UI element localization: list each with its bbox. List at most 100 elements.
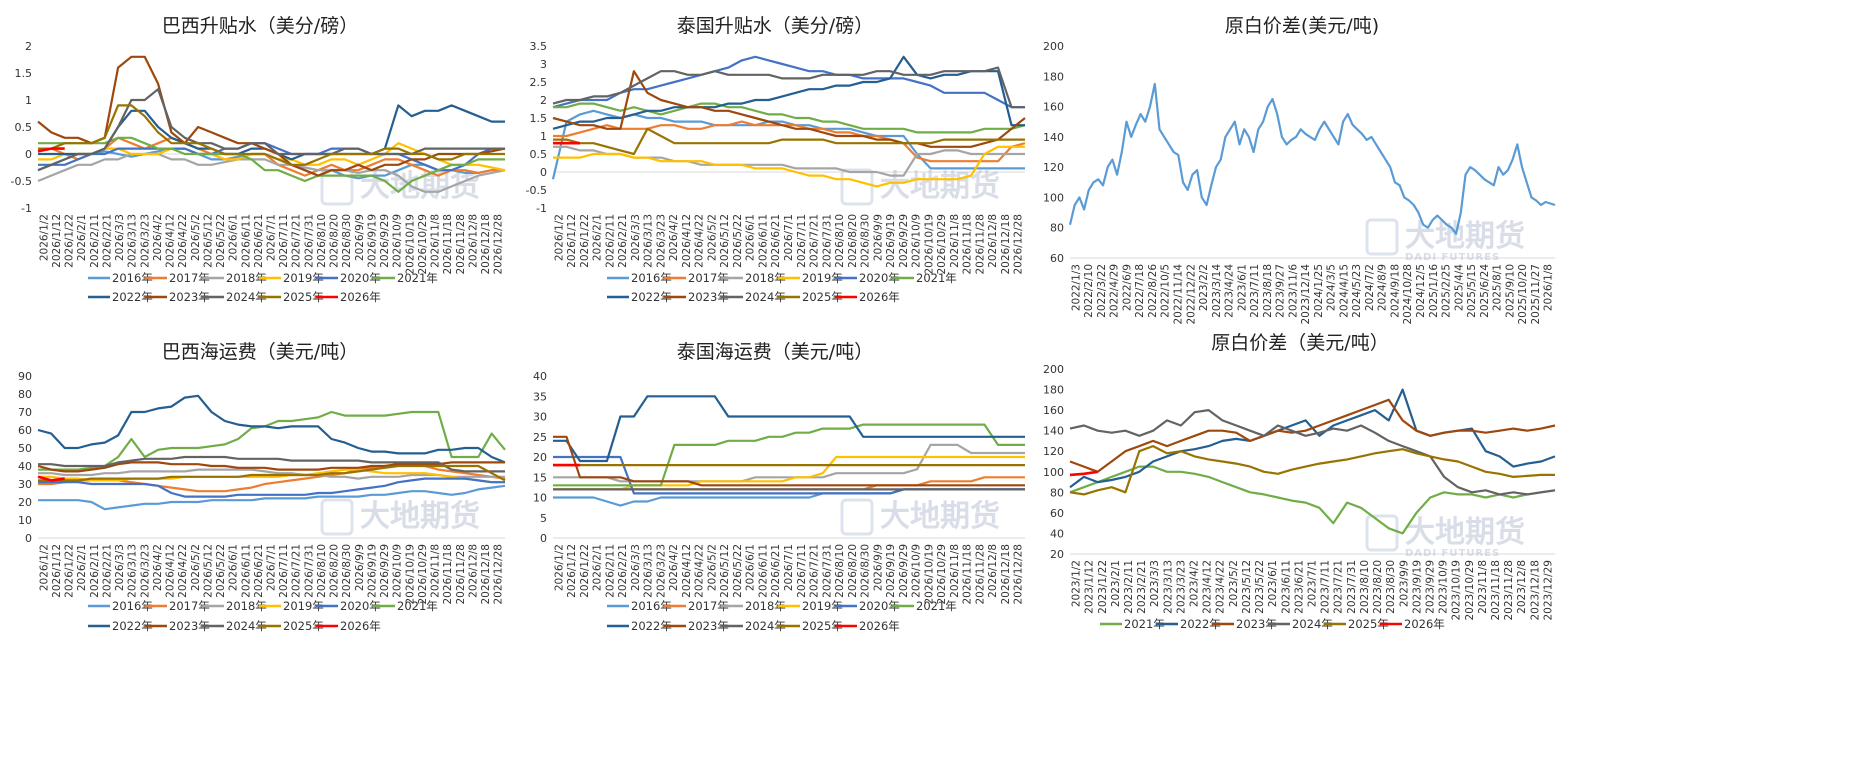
legend-label: 2018年	[745, 599, 786, 613]
x-tick-label: 2024/9/18	[1389, 264, 1401, 318]
y-tick-label: -1	[21, 202, 32, 215]
series-line	[1069, 465, 1556, 535]
x-tick-label: 2026/7/21	[809, 544, 821, 598]
watermark-logo-icon	[840, 498, 874, 536]
x-tick-label: 2023/2/21	[1136, 560, 1148, 614]
series-line	[38, 104, 505, 166]
x-tick-label: 2023/10/19	[1451, 560, 1463, 621]
y-tick-label: 1.5	[15, 67, 33, 80]
x-tick-label: 2023/12/8	[1516, 560, 1528, 614]
x-tick-label: 2026/7/31	[303, 214, 315, 268]
legend-label: 2021年	[397, 271, 438, 285]
x-tick-label: 2022/2/10	[1083, 264, 1095, 318]
series-line	[38, 410, 506, 471]
x-tick-label: 2024/10/28	[1402, 264, 1414, 325]
x-tick-label: 2023/6/21	[1293, 560, 1305, 614]
x-tick-label: 2022/3/22	[1096, 264, 1108, 318]
x-tick-label: 2026/4/2	[668, 214, 680, 261]
y-tick-label: 1.5	[530, 112, 548, 125]
x-tick-label: 2026/11/8	[430, 544, 442, 598]
x-tick-label: 2026/6/21	[253, 544, 265, 598]
watermark-logo-icon	[840, 168, 874, 206]
x-tick-label: 2024/4/15	[1338, 264, 1350, 318]
x-tick-label: 2023/1/22	[1097, 560, 1109, 614]
legend-label: 2020年	[340, 271, 381, 285]
x-tick-label: 2026/3/3	[114, 544, 126, 591]
x-tick-label: 2026/10/19	[404, 214, 416, 275]
x-tick-label: 2026/6/1	[745, 544, 757, 591]
y-tick-label: 3	[540, 58, 547, 71]
series-line	[37, 147, 65, 153]
x-tick-label: 2023/2/11	[1123, 560, 1135, 614]
y-tick-label: 2	[25, 40, 32, 53]
y-tick-label: 120	[1043, 445, 1064, 458]
watermark-logo-icon	[1365, 218, 1399, 256]
x-tick-label: 2026/5/12	[719, 214, 731, 268]
series-line	[553, 423, 1025, 487]
x-tick-label: 2026/11/28	[974, 214, 986, 275]
x-tick-label: 2024/5/23	[1351, 264, 1363, 318]
x-tick-label: 2026/4/22	[177, 214, 189, 268]
x-tick-label: 2026/12/8	[467, 214, 479, 268]
x-tick-label: 2023/2/2	[1198, 264, 1210, 311]
x-tick-label: 2026/11/18	[962, 214, 974, 275]
x-tick-label: 2026/4/22	[694, 544, 706, 598]
x-tick-label: 2026/8/20	[847, 214, 859, 268]
legend-label: 2022年	[1180, 617, 1221, 631]
x-tick-label: 2026/10/9	[392, 214, 404, 268]
x-tick-label: 2026/4/12	[681, 544, 693, 598]
legend-label: 2021年	[916, 599, 957, 613]
legend-label: 2017年	[169, 599, 210, 613]
legend-label: 2025年	[802, 290, 843, 304]
x-tick-label: 2026/10/19	[404, 544, 416, 605]
y-tick-label: -0.5	[526, 184, 547, 197]
x-tick-label: 2026/3/3	[630, 544, 642, 591]
legend-label: 2019年	[283, 271, 324, 285]
chart-title: 泰国海运费（美元/吨）	[677, 341, 873, 363]
x-tick-label: 2026/7/1	[783, 214, 795, 261]
chart-title: 泰国升贴水（美分/磅）	[677, 15, 873, 37]
series-line	[37, 88, 505, 172]
series-line	[553, 102, 1026, 134]
y-tick-label: 80	[1050, 486, 1064, 499]
legend-label: 2016年	[631, 271, 672, 285]
x-tick-label: 2022/7/18	[1134, 264, 1146, 318]
chart-svg: 巴西海运费（美元/吨）0102030405060708090大地期货2026/1…	[18, 341, 506, 633]
x-tick-label: 2026/5/22	[732, 544, 744, 598]
x-tick-label: 2026/6/11	[240, 544, 252, 598]
legend-label: 2025年	[283, 290, 324, 304]
x-tick-label: 2026/8/30	[860, 544, 872, 598]
x-tick-label: 2023/7/31	[1346, 560, 1358, 614]
x-tick-label: 2023/1/12	[1084, 560, 1096, 614]
y-tick-label: 20	[533, 451, 547, 464]
x-tick-label: 2026/2/21	[617, 214, 629, 268]
x-tick-label: 2026/7/31	[821, 544, 833, 598]
chart-title: 巴西海运费（美元/吨）	[162, 341, 358, 363]
x-tick-label: 2023/8/30	[1385, 560, 1397, 614]
x-tick-label: 2026/12/18	[480, 214, 492, 275]
x-tick-label: 2026/1/8	[1543, 264, 1555, 311]
x-tick-label: 2022/1/3	[1070, 264, 1082, 311]
y-tick-label: 160	[1043, 404, 1064, 417]
x-tick-label: 2023/7/11	[1249, 264, 1261, 318]
series-line	[38, 477, 505, 498]
series-line	[553, 395, 1025, 463]
y-tick-label: 35	[533, 390, 547, 403]
x-tick-label: 2022/10/5	[1160, 264, 1172, 318]
x-tick-label: 2026/4/2	[152, 544, 164, 591]
x-tick-label: 2023/9/9	[1398, 560, 1410, 607]
x-tick-label: 2026/4/12	[165, 214, 177, 268]
x-tick-label: 2023/5/12	[1241, 560, 1253, 614]
chart-title: 原白价差(美元/吨)	[1225, 15, 1379, 37]
legend-label: 2022年	[112, 290, 153, 304]
x-tick-label: 2026/6/11	[240, 214, 252, 268]
x-tick-label: 2023/12/29	[1542, 560, 1554, 621]
y-tick-label: 80	[18, 388, 32, 401]
x-tick-label: 2026/1/22	[579, 544, 591, 598]
x-tick-label: 2026/8/30	[341, 214, 353, 268]
x-tick-label: 2022/8/26	[1147, 264, 1159, 318]
y-tick-label: -1	[536, 202, 547, 215]
legend-label: 2019年	[802, 271, 843, 285]
x-tick-label: 2026/9/19	[366, 544, 378, 598]
x-tick-label: 2026/5/12	[202, 544, 214, 598]
